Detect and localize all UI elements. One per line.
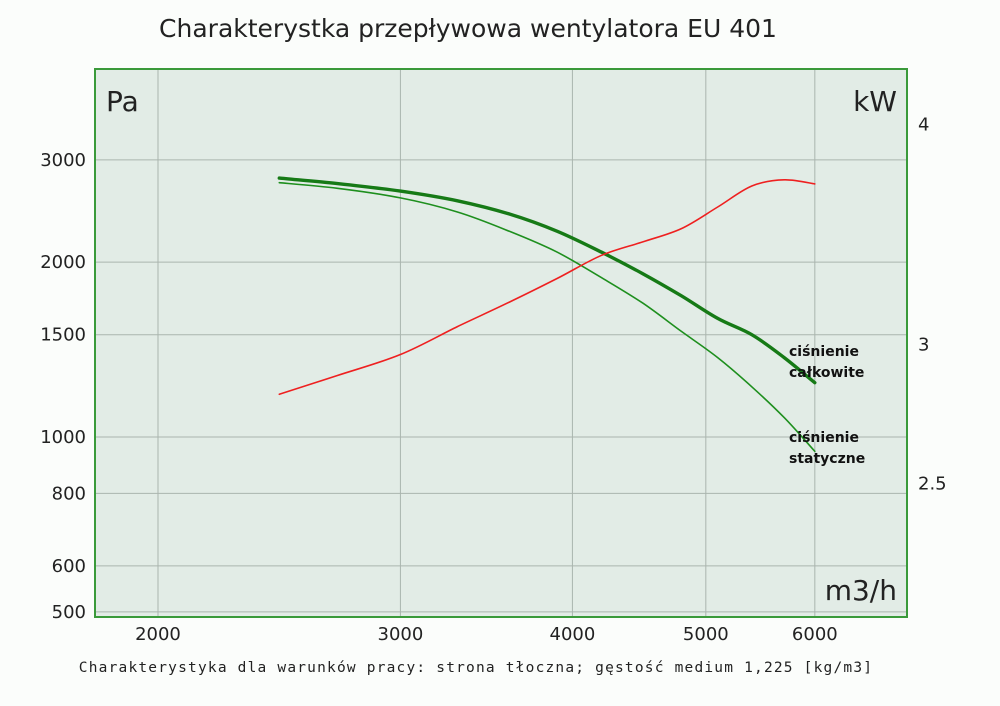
left-tick-label: 800: [52, 483, 86, 504]
left-tick-label: 2000: [40, 252, 86, 273]
left-axis-ticks: 500 600 800 1000 1500 2000 3000: [40, 150, 86, 623]
right-tick-label: 3: [918, 334, 929, 355]
grid-lines: [95, 69, 907, 617]
x-axis-unit: m3/h: [825, 574, 897, 607]
x-axis-ticks: 2000 3000 4000 5000 6000: [135, 624, 838, 645]
left-axis-unit: Pa: [106, 85, 139, 118]
plot-area: [95, 69, 907, 617]
series-layer: [277, 176, 817, 453]
right-tick-label: 2.5: [918, 474, 947, 495]
left-tick-label: 1000: [40, 427, 86, 448]
chart-footnote: Charakterystyka dla warunków pracy: stro…: [78, 660, 874, 676]
x-tick-label: 5000: [683, 624, 729, 645]
total-pressure-label-line1: ciśnienie: [789, 344, 859, 360]
static-pressure-label-line1: ciśnienie: [789, 430, 859, 446]
x-tick-label: 2000: [135, 624, 181, 645]
total-pressure-line: [277, 176, 817, 385]
static-pressure-label-line2: statyczne: [789, 451, 865, 467]
right-axis-unit: kW: [853, 85, 897, 118]
chart-title: Charakterystka przepływowa wentylatora E…: [159, 14, 777, 43]
x-tick-label: 3000: [378, 624, 424, 645]
plot-frame: [94, 68, 908, 618]
right-tick-label: 4: [918, 114, 929, 135]
right-axis-ticks: 2.5 3 4: [918, 114, 947, 494]
left-tick-label: 3000: [40, 150, 86, 171]
x-tick-label: 6000: [792, 624, 838, 645]
x-tick-label: 4000: [550, 624, 596, 645]
power-line: [278, 178, 816, 396]
left-tick-label: 500: [52, 602, 86, 623]
left-tick-label: 1500: [40, 325, 86, 346]
static-pressure-line: [278, 181, 816, 453]
total-pressure-label-line2: całkowite: [789, 365, 864, 381]
left-tick-label: 600: [52, 556, 86, 577]
